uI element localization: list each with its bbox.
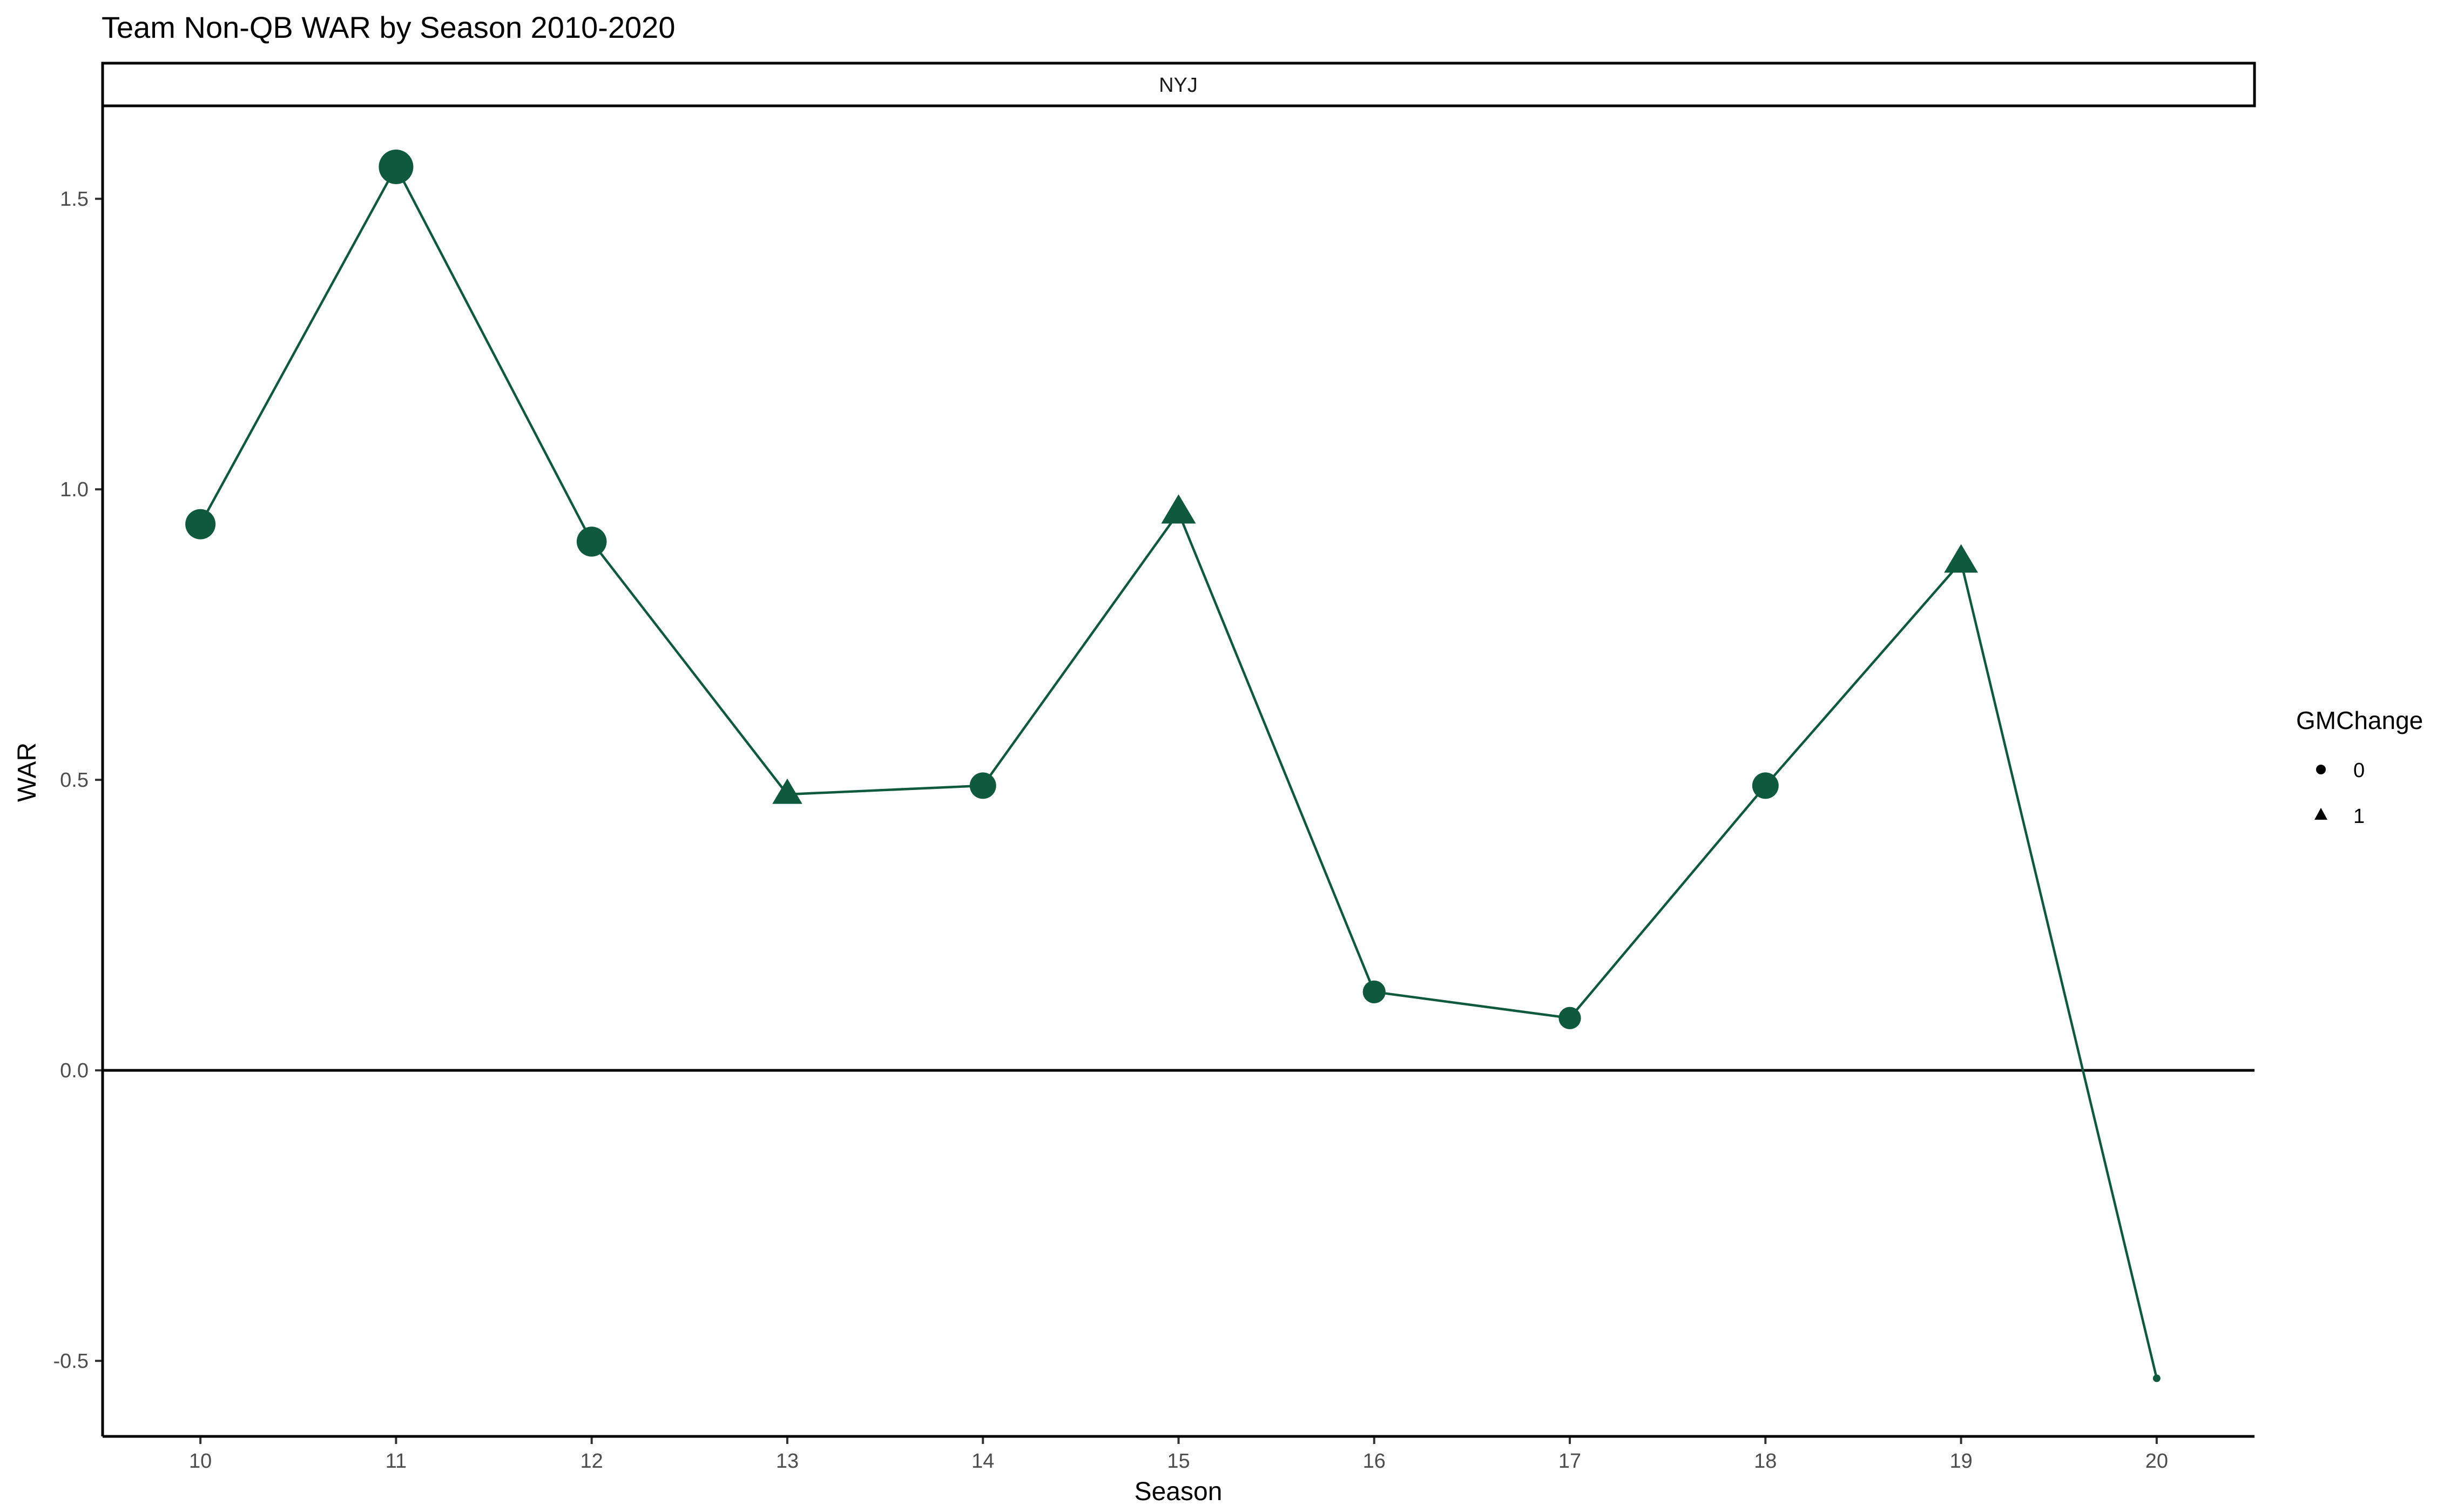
legend: GMChange 0 1	[2296, 706, 2423, 828]
data-point-circle	[2152, 1374, 2161, 1382]
x-tick-label: 12	[580, 1450, 603, 1473]
x-tick-label: 14	[971, 1450, 994, 1473]
legend-label-0: 0	[2353, 759, 2365, 782]
x-tick-label: 11	[386, 1450, 407, 1473]
data-point-circle	[969, 772, 996, 799]
x-axis-title: Season	[1135, 1477, 1223, 1506]
x-tick-label: 15	[1167, 1450, 1190, 1473]
plot-area: -0.5 0.0 0.5 1.0 1.5 10 11 12 13 14 15 16 17 18 19 20	[53, 106, 2254, 1473]
facet-strip	[101, 62, 2256, 107]
data-point-circle	[379, 149, 414, 184]
data-points	[185, 149, 2161, 1382]
legend-circle-marker	[2316, 765, 2326, 774]
x-tick-label: 17	[1558, 1450, 1581, 1473]
legend-label-1: 1	[2353, 805, 2365, 828]
data-point-triangle	[1161, 494, 1196, 524]
y-axis-ticks: -0.5 0.0 0.5 1.0 1.5	[53, 188, 103, 1373]
x-tick-label: 10	[189, 1450, 212, 1473]
x-axis-ticks: 10 11 12 13 14 15 16 17 18 19 20	[189, 1436, 2168, 1473]
y-tick-label: 0.5	[60, 769, 89, 792]
facet-label: NYJ	[1159, 74, 1198, 97]
y-axis-title: WAR	[13, 742, 42, 802]
x-tick-label: 19	[1949, 1450, 1972, 1473]
x-tick-label: 20	[2145, 1450, 2168, 1473]
data-point-circle	[185, 509, 216, 539]
data-point-triangle	[1944, 544, 1978, 573]
chart-title: Team Non-QB WAR by Season 2010-2020	[102, 10, 675, 44]
x-tick-label: 16	[1363, 1450, 1386, 1473]
data-point-circle	[1362, 980, 1386, 1003]
y-tick-label: 1.0	[60, 478, 89, 501]
y-tick-label: 1.5	[60, 188, 89, 211]
x-tick-label: 13	[776, 1450, 799, 1473]
x-tick-label: 18	[1754, 1450, 1777, 1473]
data-point-triangle	[772, 778, 802, 804]
data-point-circle	[1752, 772, 1779, 799]
data-point-circle	[1558, 1007, 1581, 1029]
legend-triangle-marker	[2314, 808, 2327, 820]
y-tick-label: 0.0	[60, 1059, 89, 1082]
data-point-circle	[576, 526, 607, 557]
legend-title: GMChange	[2296, 706, 2423, 734]
y-tick-label: -0.5	[53, 1350, 89, 1373]
